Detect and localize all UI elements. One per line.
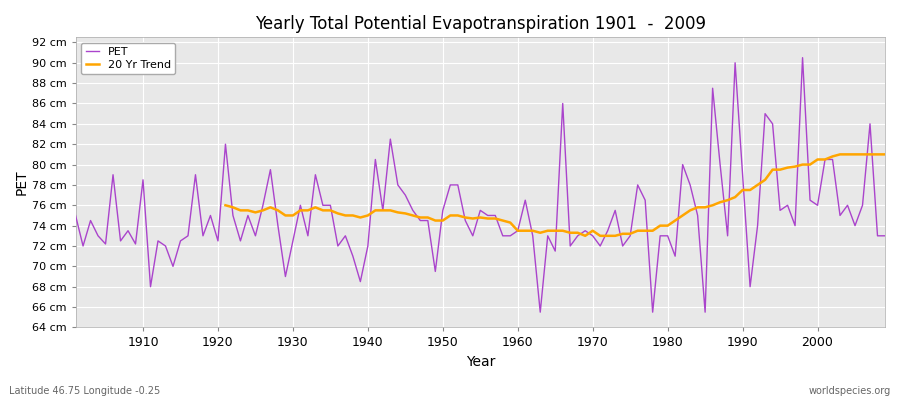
PET [535,310,545,314]
Text: worldspecies.org: worldspecies.org [809,386,891,396]
PET [879,234,890,238]
20 Yr Trend [475,215,486,220]
20 Yr Trend [557,228,568,233]
PET [130,242,141,246]
20 Yr Trend [287,213,298,218]
PET [610,208,621,213]
20 Yr Trend [302,208,313,213]
X-axis label: Year: Year [465,355,495,369]
20 Yr Trend [355,215,365,220]
Legend: PET, 20 Yr Trend: PET, 20 Yr Trend [81,43,176,74]
20 Yr Trend [879,152,890,157]
PET [512,228,523,233]
Title: Yearly Total Potential Evapotranspiration 1901  -  2009: Yearly Total Potential Evapotranspiratio… [255,15,706,33]
PET [340,234,351,238]
Text: Latitude 46.75 Longitude -0.25: Latitude 46.75 Longitude -0.25 [9,386,160,396]
20 Yr Trend [834,152,845,157]
Y-axis label: PET: PET [15,170,29,195]
Line: PET: PET [76,58,885,312]
PET [295,203,306,208]
PET [797,55,808,60]
PET [505,234,516,238]
20 Yr Trend [220,203,231,208]
20 Yr Trend [812,157,823,162]
PET [70,213,81,218]
20 Yr Trend [580,234,590,238]
Line: 20 Yr Trend: 20 Yr Trend [226,154,885,236]
